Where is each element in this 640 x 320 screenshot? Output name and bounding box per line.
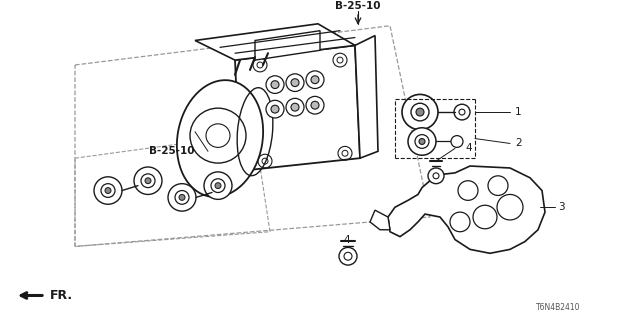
Circle shape <box>145 178 151 184</box>
Circle shape <box>291 79 299 87</box>
Circle shape <box>175 190 189 204</box>
Circle shape <box>311 101 319 109</box>
Circle shape <box>141 174 155 188</box>
Circle shape <box>168 184 196 211</box>
Circle shape <box>454 104 470 120</box>
Circle shape <box>101 184 115 197</box>
Circle shape <box>266 76 284 93</box>
Circle shape <box>306 96 324 114</box>
Text: T6N4B2410: T6N4B2410 <box>536 303 580 312</box>
Circle shape <box>190 108 246 163</box>
Polygon shape <box>235 45 360 171</box>
Circle shape <box>339 247 357 265</box>
Text: 3: 3 <box>558 202 564 212</box>
Circle shape <box>408 128 436 155</box>
Circle shape <box>286 74 304 92</box>
Circle shape <box>179 195 185 200</box>
Text: B-25-10: B-25-10 <box>150 146 195 156</box>
Text: FR.: FR. <box>50 289 73 302</box>
Circle shape <box>211 185 223 196</box>
Circle shape <box>291 103 299 111</box>
Circle shape <box>411 103 429 121</box>
Polygon shape <box>370 210 390 230</box>
Circle shape <box>458 181 478 200</box>
Circle shape <box>271 81 279 89</box>
Circle shape <box>94 177 122 204</box>
Circle shape <box>306 71 324 89</box>
Circle shape <box>266 100 284 118</box>
Circle shape <box>473 205 497 229</box>
Text: B-25-10: B-25-10 <box>335 1 381 11</box>
Circle shape <box>204 172 232 199</box>
Circle shape <box>211 179 225 193</box>
Circle shape <box>215 183 221 188</box>
Circle shape <box>488 176 508 196</box>
Circle shape <box>497 195 523 220</box>
Circle shape <box>415 135 429 148</box>
Circle shape <box>419 139 425 144</box>
Circle shape <box>450 212 470 232</box>
Polygon shape <box>255 31 320 60</box>
Circle shape <box>134 167 162 195</box>
Circle shape <box>428 168 444 184</box>
Circle shape <box>402 94 438 130</box>
Polygon shape <box>195 24 355 60</box>
Circle shape <box>286 98 304 116</box>
Circle shape <box>416 108 424 116</box>
Ellipse shape <box>177 80 263 197</box>
Circle shape <box>451 136 463 148</box>
Circle shape <box>311 76 319 84</box>
Text: 4: 4 <box>465 143 472 153</box>
Text: 4: 4 <box>344 235 350 244</box>
Polygon shape <box>355 36 378 158</box>
Circle shape <box>105 188 111 194</box>
Text: 2: 2 <box>515 139 522 148</box>
Polygon shape <box>388 166 545 253</box>
Text: 1: 1 <box>515 107 522 117</box>
Circle shape <box>271 105 279 113</box>
Circle shape <box>137 178 149 189</box>
